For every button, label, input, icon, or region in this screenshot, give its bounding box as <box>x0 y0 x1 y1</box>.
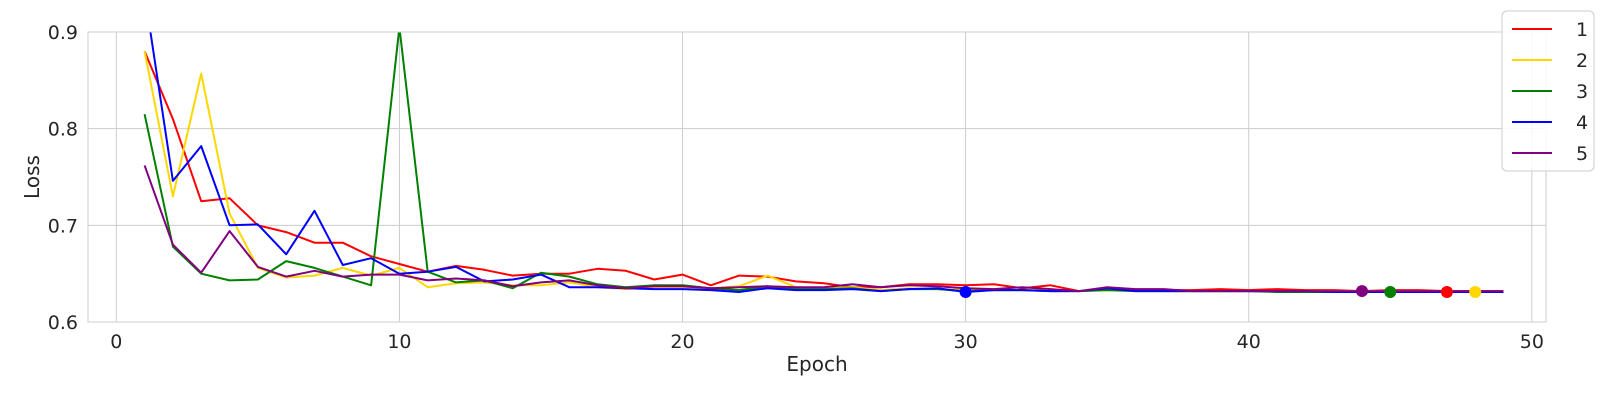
y-tick-label: 0.7 <box>48 215 78 237</box>
x-tick-labels: 0 10 20 30 40 50 <box>110 331 1544 353</box>
legend-label-3: 3 <box>1576 81 1588 103</box>
series-marker-2 <box>1469 286 1482 299</box>
plot-frame <box>87 31 1547 323</box>
series-marker-5 <box>1355 285 1368 298</box>
series-marker-1 <box>1440 286 1453 299</box>
y-axis-label: Loss <box>20 155 44 199</box>
series-markers <box>959 285 1482 299</box>
x-tick-label: 30 <box>954 331 978 353</box>
x-axis-label: Epoch <box>786 352 847 376</box>
plot-background <box>88 32 1546 322</box>
x-tick-label: 20 <box>670 331 694 353</box>
y-tick-label: 0.6 <box>48 312 78 334</box>
series-marker-3 <box>1384 286 1397 299</box>
x-tick-label: 40 <box>1237 331 1261 353</box>
legend: 1 2 3 4 5 <box>1501 10 1595 172</box>
series-line-5 <box>143 165 1504 293</box>
legend-label-5: 5 <box>1576 143 1588 165</box>
legend-label-4: 4 <box>1576 112 1588 134</box>
x-tick-label: 0 <box>110 331 122 353</box>
y-tick-label: 0.8 <box>48 119 78 141</box>
y-tick-labels: 0.6 0.7 0.8 0.9 <box>48 22 78 334</box>
y-tick-label: 0.9 <box>48 22 78 44</box>
legend-label-2: 2 <box>1576 50 1588 72</box>
series-marker-4 <box>959 286 972 299</box>
series-line-1 <box>143 50 1504 293</box>
legend-label-1: 1 <box>1576 19 1588 41</box>
series-lines <box>143 32 1504 293</box>
x-tick-label: 50 <box>1520 331 1544 353</box>
x-tick-label: 10 <box>387 331 411 353</box>
